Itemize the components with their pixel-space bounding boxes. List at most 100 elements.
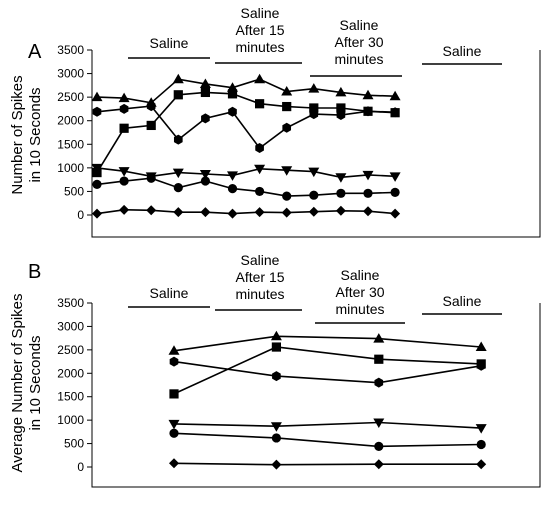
series-line bbox=[96, 167, 396, 179]
data-point bbox=[201, 113, 210, 124]
series-line bbox=[173, 421, 482, 429]
data-point bbox=[390, 107, 400, 118]
phase-label-line: After 15 bbox=[235, 22, 284, 38]
data-point bbox=[335, 205, 346, 216]
data-point bbox=[271, 433, 281, 443]
data-point bbox=[475, 424, 487, 434]
data-point bbox=[282, 191, 292, 201]
y-tick-label: 3500 bbox=[57, 296, 84, 310]
data-point bbox=[168, 345, 180, 355]
data-point bbox=[173, 183, 183, 193]
data-point bbox=[173, 134, 183, 145]
data-point bbox=[270, 422, 282, 432]
data-point bbox=[146, 205, 157, 216]
series-circle bbox=[169, 428, 486, 451]
data-point bbox=[272, 371, 281, 382]
phase-label-line: Saline bbox=[150, 35, 189, 51]
series-line bbox=[96, 78, 396, 104]
phase-label-line: minutes bbox=[235, 39, 284, 55]
phase-label: Saline After 30 minutes bbox=[335, 267, 384, 317]
y-tick-label: 1000 bbox=[57, 413, 84, 427]
phase-label: Saline After 30 minutes bbox=[334, 17, 383, 67]
data-point bbox=[282, 101, 292, 112]
y-tick-label: 1500 bbox=[57, 390, 84, 404]
y-tick-label: 2000 bbox=[57, 366, 84, 380]
data-point bbox=[309, 190, 319, 200]
data-point bbox=[373, 418, 385, 428]
data-point bbox=[91, 163, 103, 174]
data-point bbox=[374, 441, 384, 451]
phase-label-line: Saline bbox=[443, 43, 482, 59]
data-point bbox=[172, 73, 184, 84]
data-point bbox=[227, 208, 238, 219]
series-triangle-down bbox=[168, 418, 487, 434]
data-point bbox=[373, 333, 385, 343]
y-axis-title: Average Number of Spikesin 10 Seconds bbox=[9, 294, 44, 473]
series-triangle-up bbox=[91, 73, 401, 107]
phase-label: Saline bbox=[443, 293, 482, 309]
data-point bbox=[227, 184, 238, 194]
data-point bbox=[281, 207, 292, 218]
data-point bbox=[308, 83, 320, 93]
phase-label: Saline After 15 minutes bbox=[235, 5, 284, 55]
data-point bbox=[282, 122, 292, 133]
series-line bbox=[173, 346, 482, 395]
data-point bbox=[476, 459, 487, 470]
series-line bbox=[173, 432, 482, 448]
data-point bbox=[309, 109, 319, 120]
y-tick-label: 3000 bbox=[57, 319, 84, 333]
data-point bbox=[389, 90, 401, 101]
data-point bbox=[254, 207, 265, 218]
data-point bbox=[91, 91, 103, 102]
phase-label-line: After 15 bbox=[235, 269, 284, 285]
phase-label-line: Saline bbox=[341, 267, 380, 283]
data-point bbox=[119, 103, 129, 114]
y-axis-title-line: Number of Spikes bbox=[9, 75, 26, 194]
series-square bbox=[169, 342, 486, 399]
series-line bbox=[173, 462, 482, 466]
series-hexagon bbox=[169, 356, 486, 388]
phase-label: Saline After 15 minutes bbox=[235, 252, 284, 302]
data-point bbox=[228, 106, 237, 117]
data-point bbox=[199, 169, 211, 180]
data-point bbox=[169, 389, 179, 399]
series-line bbox=[96, 105, 396, 150]
series-diamond bbox=[92, 204, 401, 219]
y-axis-title: Number of Spikesin 10 Seconds bbox=[9, 75, 44, 194]
data-point bbox=[92, 208, 102, 219]
y-tick-label: 1500 bbox=[57, 137, 84, 151]
data-point bbox=[255, 143, 264, 154]
data-point bbox=[390, 208, 401, 219]
y-axis-title-line: in 10 Seconds bbox=[27, 335, 44, 430]
data-point bbox=[200, 87, 210, 98]
data-point bbox=[254, 164, 266, 175]
data-point bbox=[168, 419, 180, 430]
axes-frame bbox=[91, 50, 541, 238]
data-point bbox=[476, 360, 486, 371]
data-point bbox=[199, 78, 211, 88]
data-point bbox=[118, 92, 130, 103]
data-point bbox=[336, 110, 346, 121]
y-tick-label: 500 bbox=[64, 437, 84, 451]
y-tick-label: 500 bbox=[64, 184, 84, 198]
data-point bbox=[172, 168, 184, 179]
phase-label-line: Saline bbox=[443, 293, 482, 309]
phase-label-line: Saline bbox=[241, 252, 280, 268]
data-point bbox=[373, 459, 384, 470]
phase-label: Saline bbox=[443, 43, 482, 59]
y-tick-label: 2000 bbox=[57, 114, 84, 128]
y-tick-label: 2500 bbox=[57, 343, 84, 357]
y-tick-label: 2500 bbox=[57, 90, 84, 104]
data-point bbox=[173, 90, 183, 100]
series-line bbox=[96, 177, 396, 197]
data-point bbox=[169, 356, 179, 367]
data-point bbox=[308, 206, 319, 217]
data-point bbox=[146, 173, 156, 183]
series-line bbox=[173, 360, 482, 384]
data-point bbox=[374, 354, 384, 364]
data-point bbox=[308, 167, 320, 178]
phase-label-line: Saline bbox=[241, 5, 280, 21]
